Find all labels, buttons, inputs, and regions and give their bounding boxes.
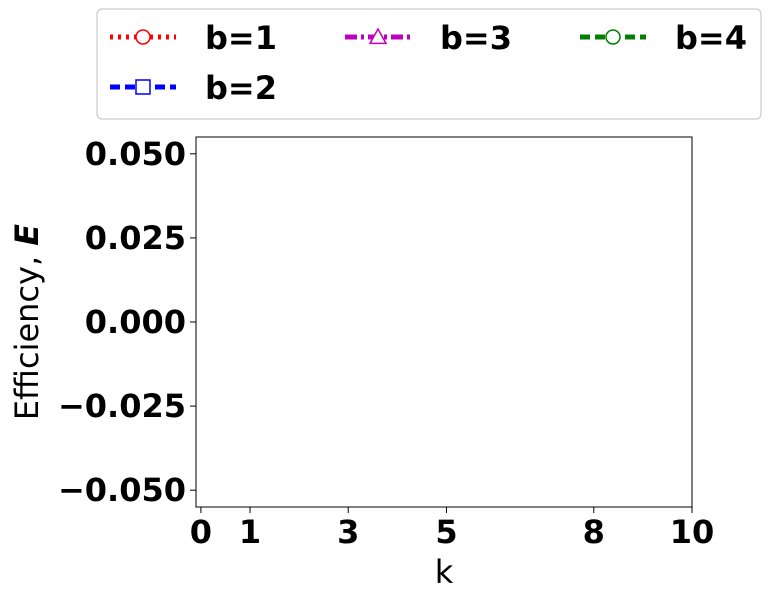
y-axis-label-text: Efficiency,: [8, 256, 46, 420]
x-tick-label: 3: [337, 513, 359, 551]
y-tick-label: 0.025: [85, 219, 186, 257]
x-tick-label: 10: [670, 513, 715, 551]
legend-marker: [136, 30, 150, 44]
x-tick-label: 0: [190, 513, 212, 551]
x-axis-label: k: [435, 553, 454, 591]
legend-frame: [97, 9, 761, 119]
y-tick-label: 0.000: [85, 303, 186, 341]
legend-marker: [606, 30, 620, 44]
x-axis: 0 1 3 5 8 10: [190, 507, 714, 551]
y-tick-label: −0.025: [58, 387, 186, 425]
x-tick-label: 5: [435, 513, 457, 551]
x-tick-label: 8: [583, 513, 605, 551]
legend-label: b=2: [205, 69, 277, 107]
x-tick-label: 1: [239, 513, 261, 551]
legend-label: b=1: [205, 19, 277, 57]
legend-marker: [136, 80, 150, 94]
y-tick-label: −0.050: [58, 471, 186, 509]
y-tick-label: 0.050: [85, 135, 186, 173]
y-axis-label-symbol: E: [8, 224, 46, 246]
y-axis-label: Efficiency, E: [8, 224, 46, 420]
plot-area: [196, 137, 692, 507]
legend: b=1 b=2 b=3 b=4: [97, 9, 761, 119]
legend-label: b=4: [675, 19, 747, 57]
legend-label: b=3: [440, 19, 512, 57]
y-axis: 0.050 0.025 0.000 −0.025 −0.050: [58, 135, 196, 509]
